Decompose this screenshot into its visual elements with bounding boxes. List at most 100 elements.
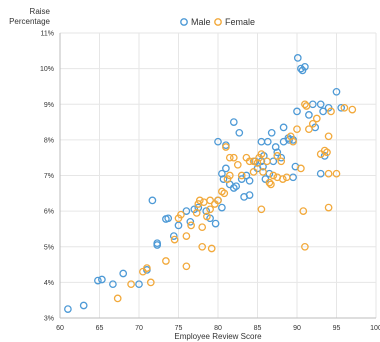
male-data-point [237, 175, 246, 183]
male-data-point [271, 143, 280, 151]
male-data-point [263, 137, 272, 146]
female-data-point [233, 160, 242, 169]
male-data-point [277, 153, 286, 162]
female-data-point [332, 169, 341, 178]
y-tick-label: 6% [44, 209, 54, 216]
male-data-point [316, 100, 325, 109]
female-data-point [277, 157, 286, 166]
female-data-point [301, 242, 309, 251]
female-data-point [203, 212, 211, 221]
female-data-point [182, 232, 191, 240]
female-data-point [214, 196, 222, 205]
female-data-point [348, 105, 357, 114]
female-data-point [302, 102, 311, 110]
female-data-point [198, 242, 207, 251]
axes [59, 33, 376, 319]
male-data-point [98, 275, 106, 284]
female-data-point [139, 267, 147, 276]
male-data-point [186, 217, 195, 226]
legend-female-label: Female [225, 17, 255, 27]
y-tick-label: 5% [44, 244, 54, 251]
female-data-point [316, 150, 325, 158]
female-data-point [245, 157, 254, 166]
female-data-point [265, 178, 274, 187]
y-axis-title-line-1: Raise [30, 7, 51, 16]
male-data-point [153, 239, 162, 248]
female-data-point [263, 157, 271, 166]
legend: Male Female [180, 17, 255, 27]
female-data-point [249, 168, 258, 176]
male-data-point [202, 207, 211, 215]
male-data-point [218, 169, 226, 178]
legend-male-label: Male [191, 17, 211, 27]
male-data-point [218, 203, 226, 212]
male-data-point [164, 214, 173, 223]
female-data-point [324, 132, 333, 141]
female-data-point [293, 125, 301, 134]
female-data-point [198, 223, 207, 232]
male-data-point [298, 66, 307, 75]
x-tick-label: 95 [333, 325, 341, 332]
female-data-point [257, 150, 266, 158]
female-data-point [273, 173, 282, 182]
male-data-point [245, 176, 254, 185]
female-data-point [289, 137, 297, 146]
data-points [64, 54, 357, 313]
female-data-point [182, 262, 191, 271]
female-data-point [220, 189, 229, 198]
male-data-point [194, 203, 203, 212]
male-data-point [94, 276, 102, 285]
female-data-point [308, 119, 317, 128]
x-tick-label: 80 [214, 325, 222, 332]
legend-female-marker [214, 18, 222, 26]
female-data-point [206, 196, 214, 205]
tick-labels: 3% 4% 5% 6% 7% 8% 9% 10% 11% 60 65 70 75 80 85 90 95 100 [40, 31, 380, 333]
female-data-point [192, 209, 201, 217]
female-data-point [225, 171, 234, 180]
female-data-point [143, 264, 151, 272]
male-data-point [273, 148, 282, 157]
male-data-point [169, 232, 178, 240]
female-data-point [305, 125, 313, 134]
female-data-point [187, 221, 195, 230]
female-data-point [299, 207, 308, 215]
female-data-point [323, 148, 331, 157]
female-data-point [340, 103, 349, 112]
x-tick-label: 70 [135, 325, 143, 332]
female-data-point [269, 171, 278, 180]
y-tick-label: 4% [44, 280, 54, 287]
female-data-point [253, 159, 262, 167]
female-data-point [225, 153, 234, 162]
female-data-point [195, 196, 204, 205]
male-data-point [109, 280, 117, 289]
female-data-point [162, 257, 170, 265]
male-data-point [174, 221, 183, 230]
male-data-point [232, 182, 241, 191]
female-data-point [113, 294, 122, 303]
female-data-point [206, 205, 214, 214]
male-data-point [259, 162, 267, 171]
female-data-point [301, 100, 309, 109]
male-data-point [319, 107, 327, 116]
female-data-point [177, 210, 185, 219]
y-tick-label: 11% [41, 31, 55, 38]
female-data-point [170, 235, 179, 244]
male-data-point [337, 103, 346, 112]
y-tick-label: 10% [40, 66, 54, 73]
x-tick-label: 100 [370, 325, 380, 332]
female-data-point [207, 244, 216, 253]
male-data-point [297, 64, 305, 73]
x-tick-label: 90 [293, 325, 301, 332]
male-data-point [245, 191, 254, 199]
y-tick-label: 7% [44, 173, 54, 180]
male-data-point [79, 301, 88, 310]
x-tick-label: 60 [56, 325, 64, 332]
gridlines [59, 32, 377, 319]
x-axis-title: Employee Review Score [174, 332, 262, 341]
male-data-point [148, 196, 157, 205]
female-data-point [259, 168, 267, 176]
legend-male-marker [180, 18, 188, 26]
male-data-point [64, 305, 72, 313]
male-data-point [135, 280, 143, 289]
